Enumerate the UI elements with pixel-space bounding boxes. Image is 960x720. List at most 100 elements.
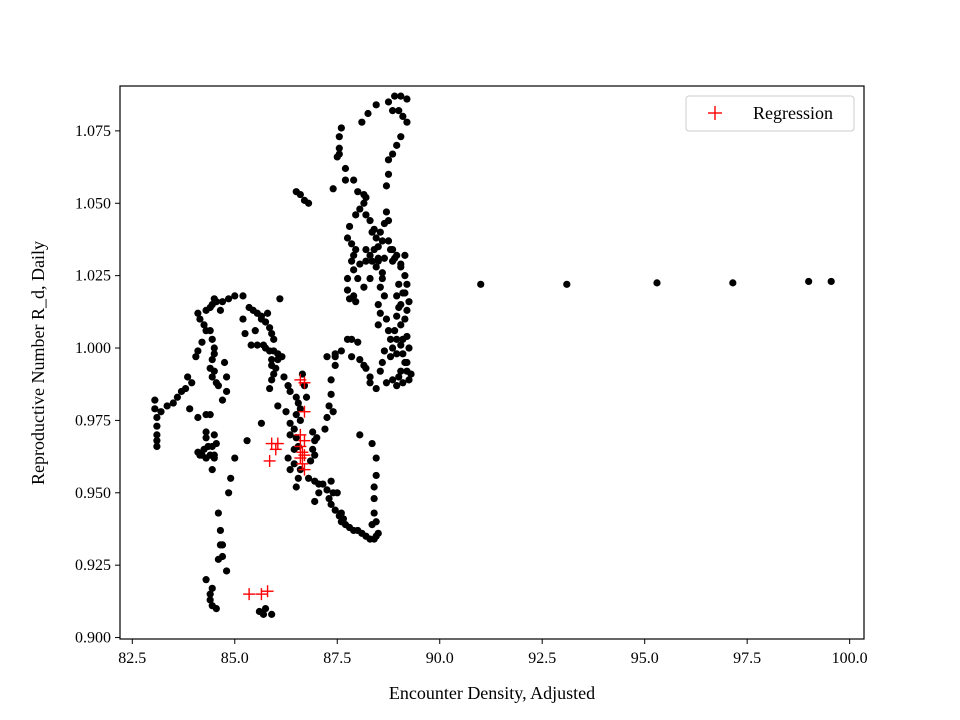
x-tick-label: 97.5 xyxy=(733,650,761,667)
data-point xyxy=(395,373,403,381)
data-point xyxy=(218,396,227,404)
data-point xyxy=(218,298,227,306)
data-point xyxy=(362,211,370,219)
y-tick-label: 0.925 xyxy=(75,557,111,574)
data-point xyxy=(294,399,302,407)
data-point xyxy=(323,353,331,361)
y-tick-label: 1.050 xyxy=(75,195,111,212)
data-point xyxy=(335,133,343,141)
data-point xyxy=(257,419,266,427)
data-point xyxy=(307,457,315,465)
data-point xyxy=(386,335,395,343)
x-tick-label: 90.0 xyxy=(426,650,454,667)
data-point xyxy=(200,445,208,453)
data-point xyxy=(321,425,329,433)
y-tick-label: 1.025 xyxy=(75,268,111,285)
data-point xyxy=(292,483,300,491)
data-point xyxy=(382,208,391,216)
data-point xyxy=(304,474,313,482)
data-point xyxy=(352,298,360,306)
data-point xyxy=(384,237,393,245)
data-point xyxy=(380,254,388,262)
data-point xyxy=(181,384,190,393)
data-point xyxy=(362,193,370,202)
data-point xyxy=(360,199,368,207)
data-point xyxy=(401,315,409,323)
data-point xyxy=(210,431,218,439)
data-point xyxy=(216,526,225,535)
data-point xyxy=(225,295,233,303)
data-point xyxy=(395,107,403,115)
data-point xyxy=(374,257,382,265)
data-point xyxy=(153,431,161,439)
data-point xyxy=(268,356,276,364)
data-point xyxy=(343,274,352,283)
data-point xyxy=(364,109,372,118)
data-point xyxy=(266,324,274,332)
data-point xyxy=(348,335,356,343)
data-point xyxy=(343,286,352,294)
data-point xyxy=(352,211,360,219)
data-point xyxy=(388,376,397,384)
data-point xyxy=(403,358,411,367)
data-point xyxy=(231,292,239,300)
legend-label-regression: Regression xyxy=(753,103,833,123)
data-point xyxy=(399,112,407,121)
data-point xyxy=(327,500,335,508)
regression-point xyxy=(296,457,309,470)
data-point xyxy=(372,101,380,109)
data-point xyxy=(393,382,401,390)
data-point xyxy=(348,257,356,265)
data-point xyxy=(380,292,388,300)
data-point xyxy=(382,315,391,323)
data-point xyxy=(210,344,218,352)
data-point xyxy=(194,347,202,355)
data-point xyxy=(216,306,225,314)
data-point xyxy=(309,428,317,436)
data-point xyxy=(323,486,331,494)
data-point xyxy=(393,350,401,358)
data-point xyxy=(192,353,200,361)
data-point xyxy=(358,118,366,126)
data-point xyxy=(325,402,333,410)
data-point xyxy=(276,295,284,303)
data-point xyxy=(313,434,321,442)
data-point xyxy=(366,379,374,387)
data-point xyxy=(384,170,393,178)
data-point xyxy=(374,529,382,537)
data-point xyxy=(153,437,161,445)
data-point xyxy=(210,295,218,303)
data-point xyxy=(362,257,370,265)
data-point xyxy=(356,260,364,268)
data-point xyxy=(243,437,251,445)
data-point xyxy=(304,199,313,207)
data-point xyxy=(206,327,214,335)
x-tick-label: 85.0 xyxy=(221,650,249,667)
data-point xyxy=(251,327,259,335)
data-point xyxy=(391,92,399,100)
data-point xyxy=(302,393,311,401)
regression-point xyxy=(294,440,307,453)
data-point xyxy=(362,364,370,372)
data-point xyxy=(360,283,368,291)
data-point xyxy=(378,358,386,367)
regression-point xyxy=(263,454,276,467)
data-point xyxy=(403,118,411,126)
data-point xyxy=(290,460,298,468)
data-point xyxy=(292,411,300,419)
data-point xyxy=(323,413,331,422)
x-tick-label: 82.5 xyxy=(118,650,146,667)
data-point xyxy=(356,356,364,364)
data-point xyxy=(397,260,405,268)
data-point xyxy=(339,515,348,523)
data-point xyxy=(384,327,393,335)
data-point xyxy=(368,228,376,236)
data-point xyxy=(222,387,231,396)
data-point xyxy=(384,217,393,225)
data-point xyxy=(206,303,214,312)
data-point xyxy=(208,584,216,592)
data-point xyxy=(382,379,391,387)
data-point xyxy=(241,329,249,338)
legend: Regression xyxy=(685,95,855,132)
